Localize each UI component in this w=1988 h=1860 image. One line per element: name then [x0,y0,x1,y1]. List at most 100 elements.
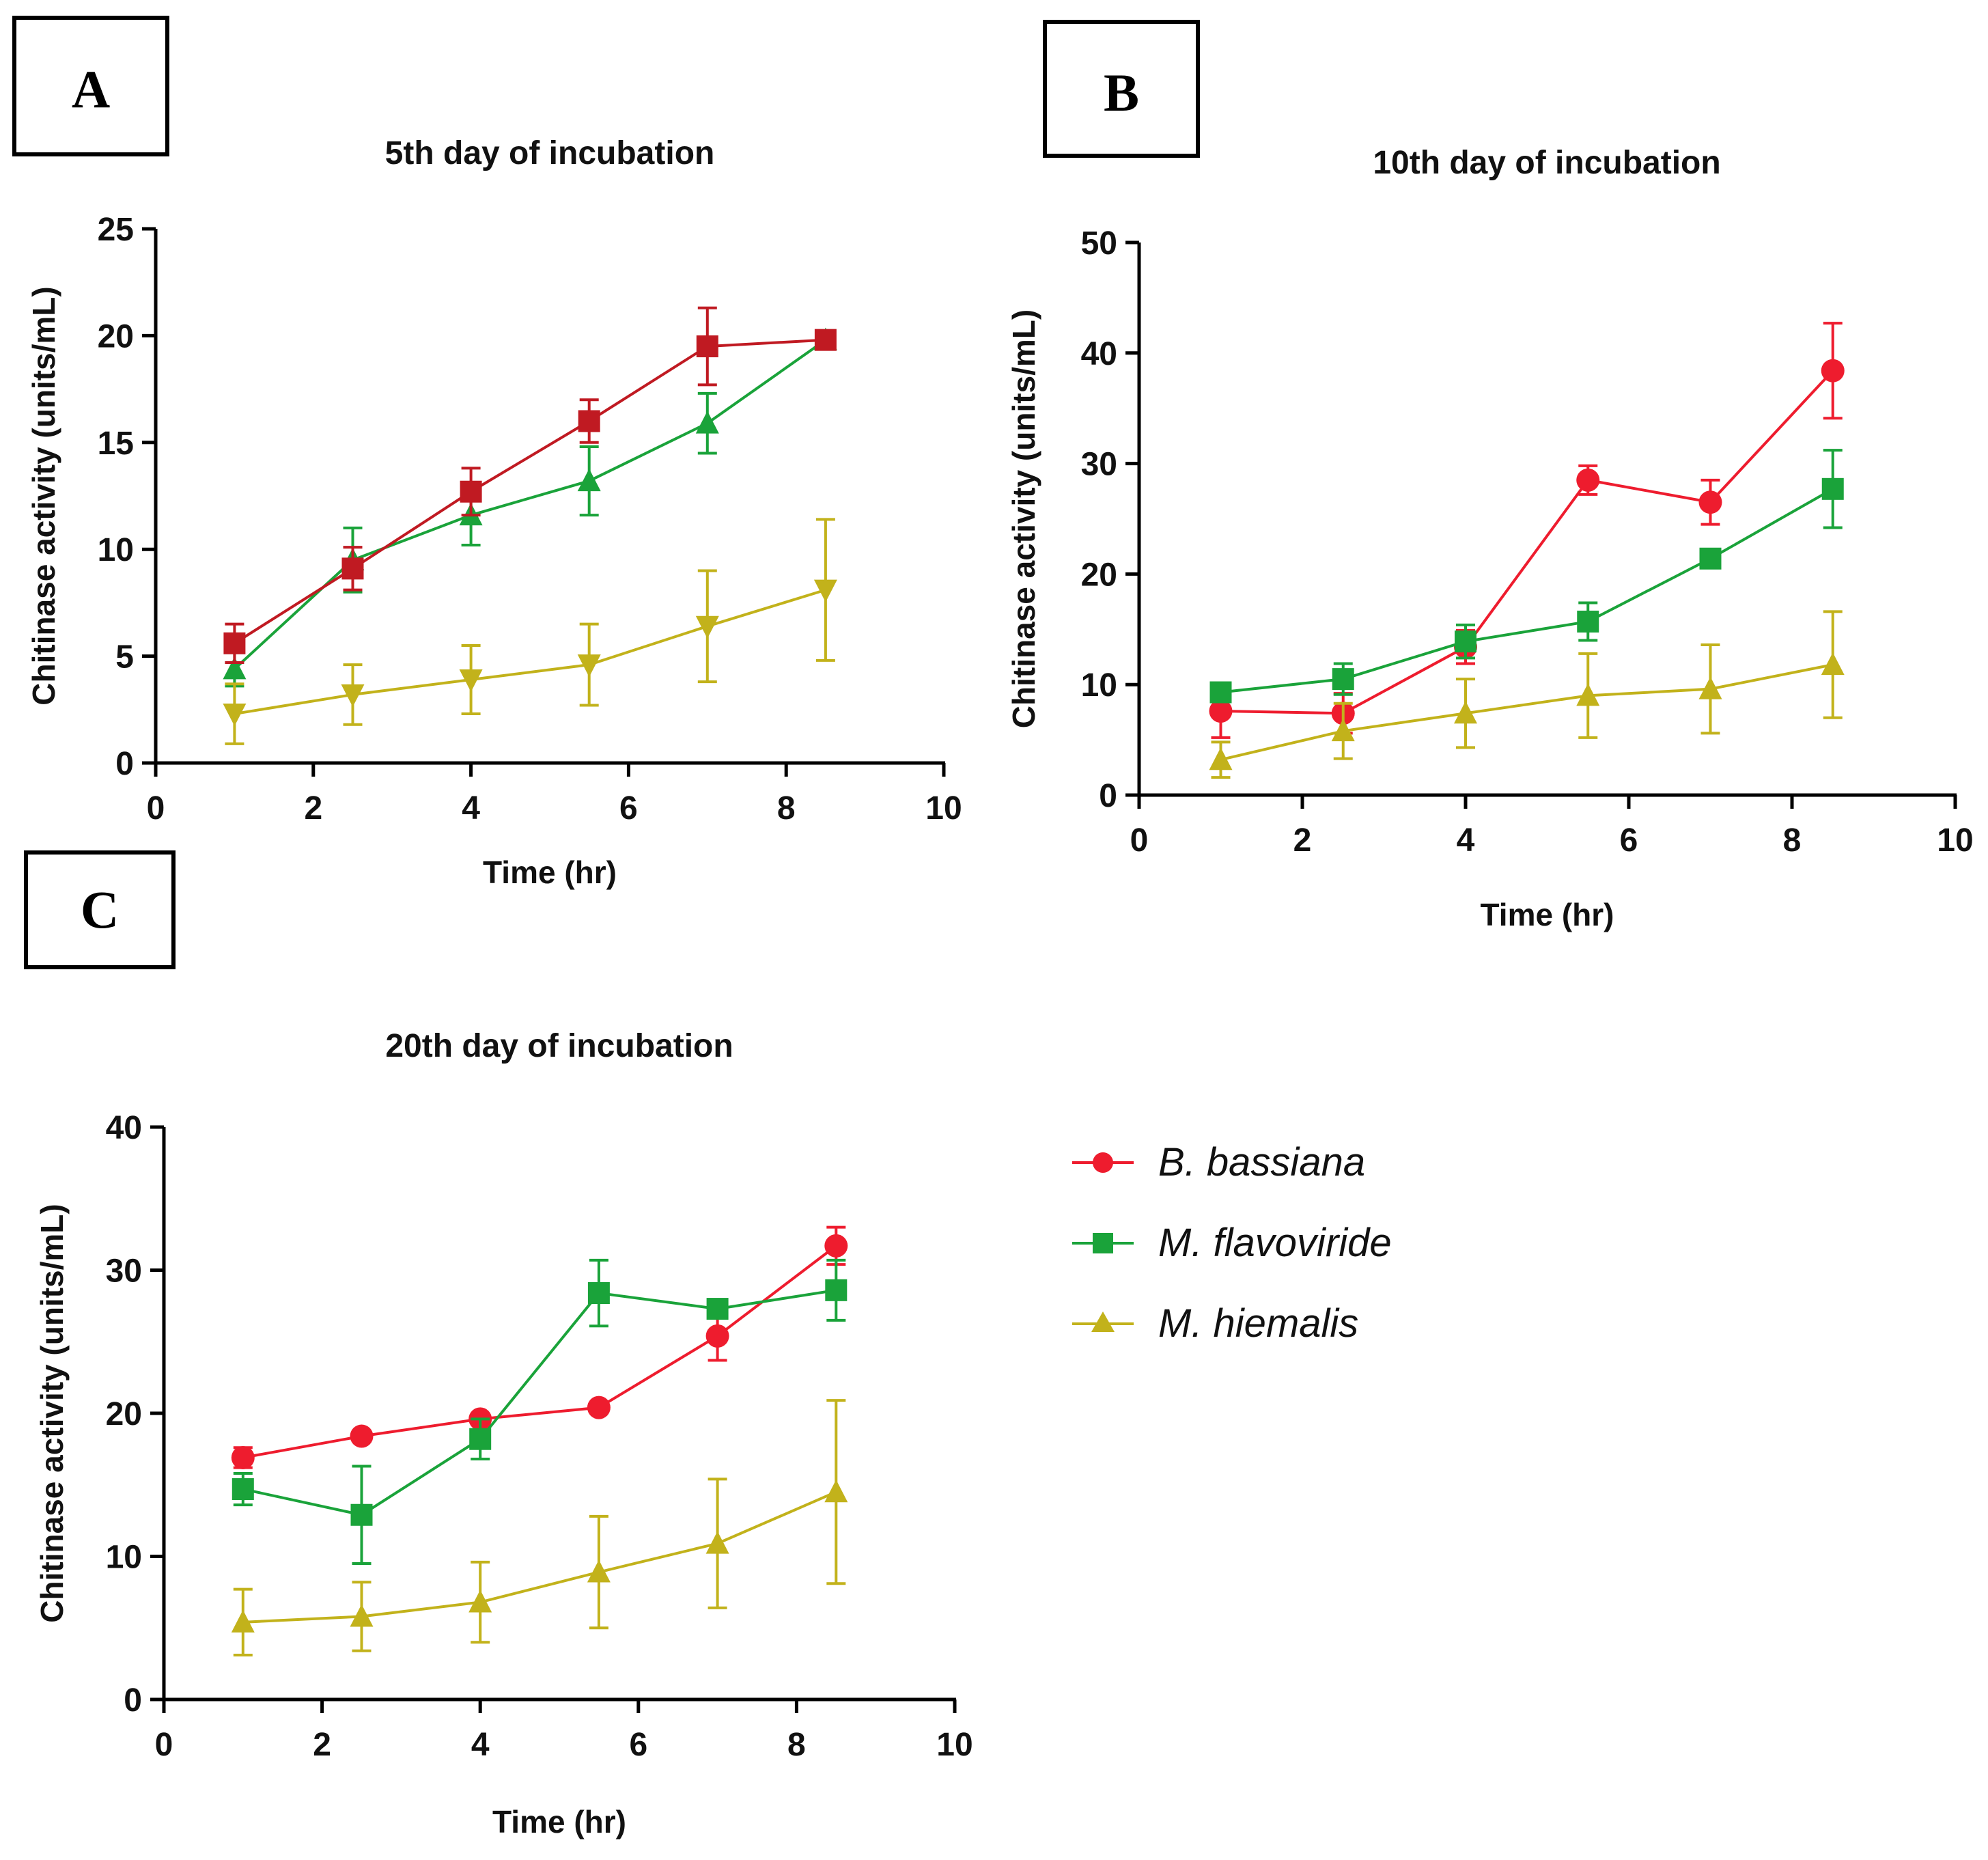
marker-square [1209,681,1232,704]
marker-square [587,1282,610,1305]
series-m-flavoviride [223,327,837,688]
x-tick-label: 6 [1620,822,1638,859]
y-axis-label: Chitinase activity (units/mL) [26,286,61,705]
marker-square [1332,668,1354,691]
series-b-bassiana [231,1225,848,1469]
series-line [234,338,826,645]
marker-triangle-up [577,469,601,492]
marker-square [223,632,246,654]
marker-circle [705,1324,729,1348]
marker-square [825,1279,848,1301]
y-tick-label: 0 [1099,778,1117,814]
legend-label: B. bassiana [1158,1140,1365,1184]
y-tick-label: 0 [115,746,134,782]
marker-triangle-down [459,669,483,693]
marker-triangle-up [587,1559,611,1583]
y-tick-label: 20 [106,1396,142,1432]
series-m-hiemalis [1209,610,1845,779]
y-tick-label: 10 [98,532,134,568]
marker-triangle-up [1821,652,1845,676]
series-line [242,1490,837,1624]
marker-triangle-up [231,1609,255,1633]
marker-triangle-down [813,579,837,602]
marker-triangle-down [695,615,719,639]
y-tick-label: 25 [98,212,134,248]
y-tick-label: 40 [1081,336,1117,372]
marker-square [460,480,482,503]
marker-triangle-up [223,656,247,680]
marker-square [696,335,718,358]
y-tick-label: 15 [98,426,134,462]
marker-triangle-down [223,704,247,727]
marker-square [1577,610,1599,633]
x-tick-label: 8 [777,790,796,827]
marker-triangle-up [695,411,719,434]
x-tick-label: 0 [1130,822,1149,859]
marker-circle [350,1424,374,1448]
x-tick-label: 0 [147,790,165,827]
series-m-hiemalis [223,518,837,745]
y-tick-label: 0 [124,1682,142,1719]
marker-triangle-up [1454,701,1477,724]
x-tick-label: 10 [925,790,962,827]
chart-panel-b: 10th day of incubation 0 2 4 6 8 10 0 10 20 30 40 50… [1006,145,1974,932]
x-axis-label: Time (hr) [492,1804,626,1840]
marker-triangle-up [705,1531,729,1554]
series-m-flavoviride [1209,449,1844,704]
marker-triangle-up [1331,719,1355,742]
series-m-hiemalis [231,1399,848,1657]
marker-triangle-up [468,1590,492,1613]
marker-circle [824,1234,848,1258]
y-tick-label: 50 [1081,225,1117,262]
x-tick-label: 8 [787,1727,806,1763]
legend-marker-circle [1093,1152,1113,1173]
marker-square [469,1428,492,1450]
marker-square [232,1478,254,1501]
marker-square [1821,477,1844,500]
marker-triangle-up [1209,747,1233,771]
marker-triangle-down [341,684,365,707]
x-tick-label: 2 [304,790,322,827]
marker-triangle-up [350,1604,374,1627]
marker-square [1455,630,1476,653]
panel-label-a: A [12,16,169,156]
y-tick-label: 40 [106,1110,142,1146]
marker-square [341,557,364,580]
x-tick-label: 4 [462,790,480,827]
chart-panel-a: 5th day of incubation 0 2 4 6 8 10 0 5 10 15 20 25 Ti… [26,135,962,890]
marker-square [1699,547,1722,570]
x-tick-label: 10 [1937,822,1973,859]
legend-label: M. hiemalis [1158,1301,1358,1346]
x-axis-label: Time (hr) [1481,897,1614,932]
y-tick-label: 30 [106,1253,142,1290]
y-tick-label: 5 [115,639,134,676]
marker-triangle-down [577,654,601,678]
x-tick-label: 2 [1293,822,1312,859]
x-tick-label: 2 [313,1727,331,1763]
marker-circle [587,1396,611,1419]
x-tick-label: 4 [471,1727,490,1763]
series-b-bassiana [223,306,837,664]
legend-marker-triangle [1091,1311,1115,1332]
legend: B. bassiana M. flavoviride M. hiemalis [1072,1140,1392,1346]
panel-label-b: B [1043,20,1200,158]
chart-title: 10th day of incubation [1373,145,1720,181]
marker-circle [1821,359,1845,383]
chart-title: 20th day of incubation [385,1028,733,1064]
panel-label-a-text: A [72,59,110,119]
y-tick-label: 10 [1081,667,1117,704]
chart-panel-c: 20th day of incubation 0 2 4 6 8 10 0 10 20 30 40 Ti… [34,1028,973,1840]
panel-label-b-text: B [1104,63,1139,122]
y-tick-label: 20 [1081,557,1117,593]
chart-title: 5th day of incubation [385,135,715,171]
marker-circle [1698,490,1722,514]
legend-label: M. flavoviride [1158,1221,1392,1265]
marker-circle [231,1445,255,1469]
series-line [1220,370,1834,715]
marker-square [814,329,837,351]
series-line [234,339,827,670]
marker-square [578,410,600,432]
legend-item-m-hiemalis: M. hiemalis [1072,1301,1358,1346]
series-line [242,1288,837,1516]
